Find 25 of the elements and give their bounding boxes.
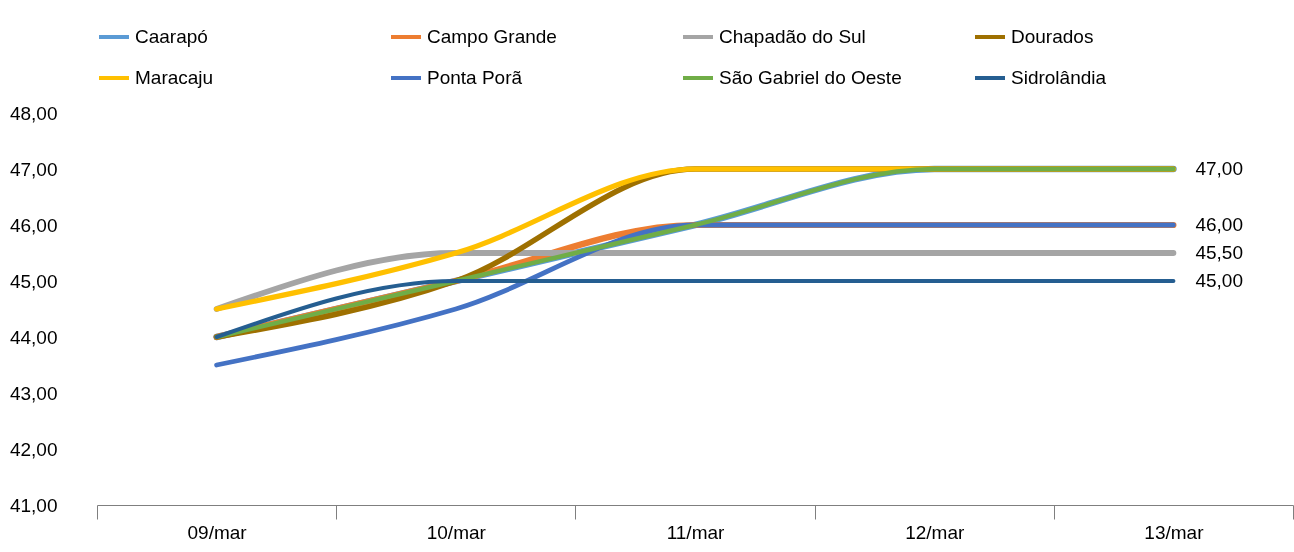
data-label: 45,00 (1195, 270, 1243, 291)
x-tick-label: 13/mar (1144, 521, 1205, 543)
data-label: 45,50 (1195, 242, 1243, 263)
x-tick-label: 09/mar (187, 521, 248, 543)
y-tick-label: 48,00 (9, 102, 58, 124)
data-label: 46,00 (1195, 214, 1243, 235)
y-tick-label: 43,00 (9, 382, 58, 404)
data-label: 47,00 (1195, 158, 1243, 179)
y-tick-label: 46,00 (9, 214, 58, 236)
y-tick-label: 44,00 (9, 326, 58, 348)
legend-label: São Gabriel do Oeste (719, 67, 902, 88)
x-tick-label: 11/mar (666, 521, 726, 543)
x-tick-label: 10/mar (426, 521, 487, 543)
x-tick-label: 12/mar (905, 521, 965, 543)
legend-label: Ponta Porã (427, 67, 523, 88)
legend-label: Chapadão do Sul (719, 26, 866, 47)
y-tick-label: 45,00 (9, 270, 58, 292)
y-tick-label: 47,00 (9, 158, 58, 180)
legend-label: Caarapó (135, 26, 208, 47)
y-tick-label: 42,00 (9, 438, 58, 460)
legend-label: Dourados (1011, 26, 1094, 47)
y-tick-label: 41,00 (9, 494, 58, 516)
legend-label: Sidrolândia (1011, 67, 1107, 88)
legend-label: Campo Grande (427, 26, 557, 47)
legend-label: Maracaju (135, 67, 214, 88)
